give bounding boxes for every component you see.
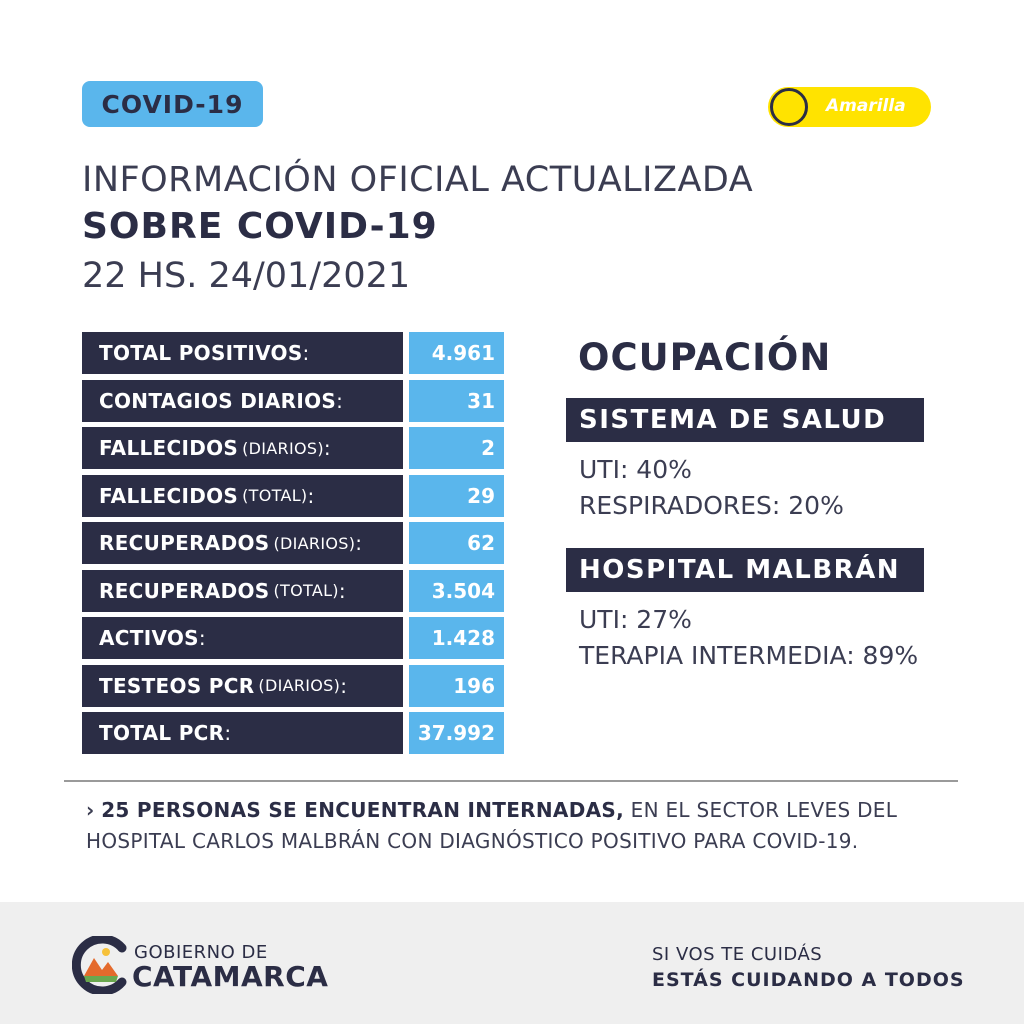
footer (0, 902, 1024, 1024)
stat-label: TOTAL PCR (99, 721, 225, 745)
sistema-salud-tag: SISTEMA DE SALUD (566, 398, 924, 442)
note-text: EN EL SECTOR LEVES DEL HOSPITAL CARLOS M… (86, 798, 898, 853)
headline-line1: INFORMACIÓN OFICIAL ACTUALIZADA (82, 160, 754, 200)
catamarca-emblem-icon (72, 936, 127, 994)
stat-label: CONTAGIOS DIARIOS (99, 388, 337, 413)
stat-value: 196 (409, 664, 504, 707)
stat-label: RECUPERADOS (99, 578, 270, 603)
stat-row-total-positivos: TOTAL POSITIVOS: 4.961 (82, 332, 504, 374)
hospital-malbran-tag: HOSPITAL MALBRÁN (566, 548, 924, 592)
chevron-right-icon: › (86, 798, 95, 822)
sistema-uti: UTI: 40% (579, 455, 692, 484)
stat-label: TESTEOS PCR (99, 673, 255, 698)
stat-row-activos: ACTIVOS: 1.428 (82, 617, 504, 659)
internados-note: › 25 PERSONAS SE ENCUENTRAN INTERNADAS, … (86, 795, 966, 857)
stat-value: 2 (409, 427, 504, 469)
stat-row-fallecidos-diarios: FALLECIDOS (DIARIOS): 2 (82, 427, 504, 469)
stat-qualifier: (DIARIOS) (258, 676, 341, 695)
alert-level-label: Amarilla (826, 96, 906, 116)
slogan-line1: SI VOS TE CUIDÁS (652, 944, 823, 965)
stat-value: 3.504 (409, 569, 504, 612)
headline-line2: SOBRE COVID-19 (82, 206, 438, 247)
stat-value: 4.961 (409, 332, 504, 374)
alert-level-dot-icon (770, 88, 808, 126)
stat-label: TOTAL POSITIVOS (99, 341, 303, 365)
logo-line1: GOBIERNO DE (134, 942, 268, 963)
hospital-terapia-intermedia: TERAPIA INTERMEDIA: 89% (579, 641, 919, 670)
stat-value: 37.992 (409, 712, 504, 754)
stat-label: ACTIVOS (99, 626, 199, 650)
headline-date: 22 HS. 24/01/2021 (82, 256, 411, 296)
sistema-respiradores: RESPIRADORES: 20% (579, 491, 844, 520)
stat-value: 62 (409, 522, 504, 564)
ocupacion-title: OCUPACIÓN (578, 336, 832, 379)
note-highlight: 25 PERSONAS SE ENCUENTRAN INTERNADAS, (101, 798, 624, 822)
covid-badge: COVID-19 (82, 81, 263, 127)
stat-row-testeos-pcr: TESTEOS PCR (DIARIOS): 196 (82, 664, 504, 707)
stat-qualifier: (TOTAL) (242, 486, 308, 505)
stat-qualifier: (DIARIOS) (242, 438, 324, 458)
stat-row-fallecidos-total: FALLECIDOS (TOTAL): 29 (82, 474, 504, 517)
stats-table: TOTAL POSITIVOS: 4.961 CONTAGIOS DIARIOS… (82, 332, 504, 760)
divider (64, 780, 958, 782)
stat-row-total-pcr: TOTAL PCR: 37.992 (82, 712, 504, 754)
stat-label: RECUPERADOS (99, 531, 270, 555)
stat-label: FALLECIDOS (99, 483, 239, 508)
logo-line2: CATAMARCA (132, 960, 329, 993)
stat-row-contagios-diarios: CONTAGIOS DIARIOS: 31 (82, 379, 504, 422)
stat-value: 29 (409, 474, 504, 517)
stat-qualifier: (DIARIOS) (273, 533, 356, 553)
stat-label: FALLECIDOS (99, 436, 239, 460)
stat-qualifier: (TOTAL) (273, 581, 339, 600)
slogan-line2: ESTÁS CUIDANDO A TODOS (652, 969, 965, 991)
stat-row-recuperados-diarios: RECUPERADOS (DIARIOS): 62 (82, 522, 504, 564)
alert-level-indicator: Amarilla (768, 87, 931, 127)
stat-value: 1.428 (409, 617, 504, 659)
hospital-uti: UTI: 27% (579, 605, 692, 634)
stat-row-recuperados-total: RECUPERADOS (TOTAL): 3.504 (82, 569, 504, 612)
stat-value: 31 (409, 379, 504, 422)
